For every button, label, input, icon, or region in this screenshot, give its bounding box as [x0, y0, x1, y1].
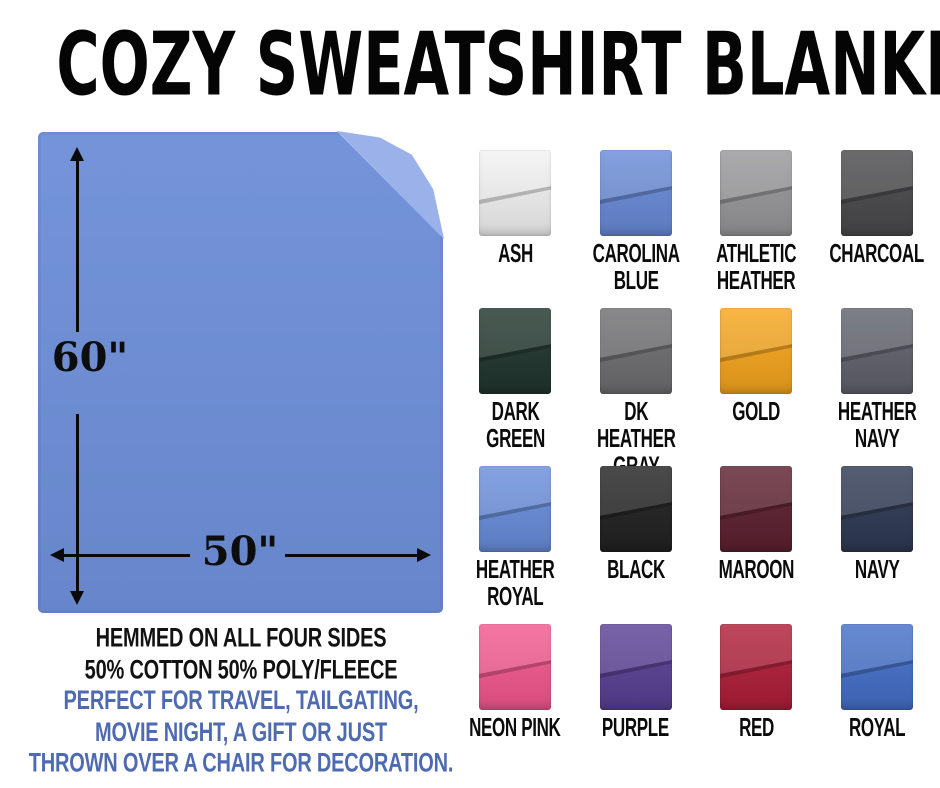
- width-dimension-label: 50": [201, 528, 279, 575]
- swatch-dark-green: [479, 308, 552, 394]
- swatch-label: ROYAL: [848, 713, 906, 743]
- swatch-label: CAROLINA BLUE: [592, 239, 680, 296]
- swatch-label: RED: [738, 713, 774, 743]
- swatch-cell-royal: ROYAL: [817, 624, 938, 782]
- swatch-cell-purple: PURPLE: [576, 624, 697, 782]
- swatch-cell-black: BLACK: [576, 466, 697, 624]
- swatch-label: NAVY: [854, 555, 900, 585]
- swatch-label: HEATHER NAVY: [837, 397, 917, 454]
- swatch-cell-ash: ASH: [455, 150, 576, 308]
- swatch-cell-carolina-blue: CAROLINA BLUE: [576, 150, 697, 308]
- swatch-neon-pink: [479, 624, 552, 710]
- swatch-royal: [840, 624, 913, 710]
- swatch-label: ASH: [497, 239, 533, 269]
- swatch-red: [720, 624, 793, 710]
- swatch-charcoal: [840, 150, 913, 236]
- description-line: THROWN OVER A CHAIR FOR DECORATION.: [28, 749, 454, 779]
- swatch-label: HEATHER ROYAL: [475, 555, 555, 612]
- swatch-label: GOLD: [732, 397, 781, 427]
- swatch-label: PURPLE: [602, 713, 670, 743]
- swatch-athletic-heather: [720, 150, 793, 236]
- swatch-label: DARK GREEN: [485, 397, 545, 454]
- swatch-cell-heather-navy: HEATHER NAVY: [817, 308, 938, 466]
- page-title: COZY SWEATSHIRT BLANKET: [56, 14, 940, 116]
- swatch-heather-navy: [840, 308, 913, 394]
- swatch-cell-heather-royal: HEATHER ROYAL: [455, 466, 576, 624]
- swatch-navy: [840, 466, 913, 552]
- swatch-cell-neon-pink: NEON PINK: [455, 624, 576, 782]
- swatch-cell-navy: NAVY: [817, 466, 938, 624]
- swatch-black: [599, 466, 672, 552]
- swatch-cell-charcoal: CHARCOAL: [817, 150, 938, 308]
- swatch-cell-gold: GOLD: [696, 308, 817, 466]
- description-line: 50% COTTON 50% POLY/FLEECE: [84, 655, 398, 685]
- swatch-heather-royal: [479, 466, 552, 552]
- blanket-image: [38, 132, 443, 613]
- height-dimension-label: 60": [51, 334, 129, 381]
- swatch-cell-dark-green: DARK GREEN: [455, 308, 576, 466]
- swatch-cell-maroon: MAROON: [696, 466, 817, 624]
- swatch-gold: [720, 308, 793, 394]
- swatch-label: ATHLETIC HEATHER: [716, 239, 797, 296]
- swatch-purple: [599, 624, 672, 710]
- swatch-label: BLACK: [606, 555, 665, 585]
- description-line: PERFECT FOR TRAVEL, TAILGATING,: [63, 686, 419, 716]
- description-line: MOVIE NIGHT, A GIFT OR JUST: [94, 717, 388, 748]
- swatch-carolina-blue: [599, 150, 672, 236]
- swatch-label: MAROON: [718, 555, 795, 585]
- swatch-cell-athletic-heather: ATHLETIC HEATHER: [696, 150, 817, 308]
- color-swatch-grid: ASH CAROLINA BLUE ATHLETIC HEATHER CHARC…: [455, 150, 937, 782]
- swatch-label: NEON PINK: [469, 713, 562, 743]
- swatch-cell-dk-heather-gray: DK HEATHER GRAY: [576, 308, 697, 480]
- product-description: HEMMED ON ALL FOUR SIDES 50% COTTON 50% …: [10, 624, 472, 780]
- swatch-maroon: [720, 466, 793, 552]
- swatch-label: CHARCOAL: [829, 239, 925, 269]
- swatch-ash: [479, 150, 552, 236]
- description-line: HEMMED ON ALL FOUR SIDES: [95, 624, 387, 654]
- swatch-cell-red: RED: [696, 624, 817, 782]
- swatch-dk-heather-gray: [599, 308, 672, 394]
